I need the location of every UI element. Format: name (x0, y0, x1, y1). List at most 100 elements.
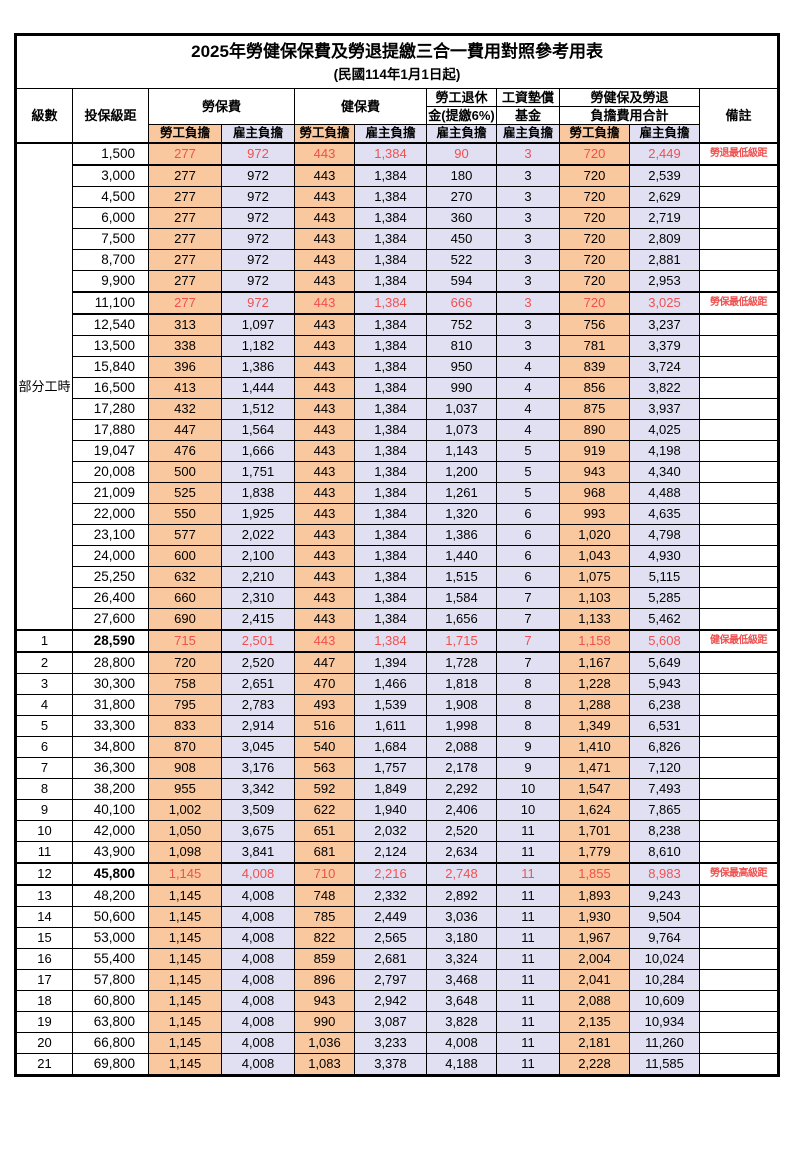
cell-health-employer: 1,466 (354, 673, 427, 695)
cell-level: 21 (15, 1053, 73, 1076)
cell-total-employee: 1,471 (559, 757, 630, 779)
cell-total-employer: 8,610 (629, 841, 700, 864)
cell-labor-employer: 1,925 (221, 503, 295, 525)
cell-labor-employer: 4,008 (221, 1053, 295, 1076)
cell-health-employee: 563 (294, 757, 355, 779)
cell-labor-employee: 1,145 (148, 862, 222, 886)
cell-labor-employer: 1,666 (221, 440, 295, 462)
cell-health-employee: 443 (294, 335, 355, 357)
cell-total-employer: 2,953 (629, 270, 700, 293)
col-header-pension-line2: 金(提繳6%) (426, 106, 497, 125)
cell-wage-fund-employer: 4 (496, 377, 560, 399)
subheader-health-employee: 勞工負擔 (294, 124, 355, 144)
cell-level: 12 (15, 862, 73, 886)
cell-total-employee: 2,004 (559, 948, 630, 970)
cell-labor-employee: 870 (148, 736, 222, 758)
table-row: 25,250 632 2,210 443 1,384 1,515 6 1,075 5,115 (16, 566, 780, 588)
table-row: 2 28,800 720 2,520 447 1,394 1,728 7 1,167 5,649 (15, 651, 780, 674)
cell-health-employer: 2,681 (354, 948, 427, 970)
cell-labor-employer: 4,008 (221, 927, 295, 949)
table-row: 26,400 660 2,310 443 1,384 1,584 7 1,103 5,285 (16, 587, 780, 609)
cell-total-employee: 839 (559, 356, 630, 378)
cell-health-employee: 710 (294, 862, 355, 886)
cell-health-employee: 443 (294, 419, 355, 441)
cell-wage-fund-employer: 8 (496, 673, 560, 695)
cell-labor-employee: 758 (148, 673, 222, 695)
cell-pension-employer: 360 (426, 207, 497, 229)
cell-total-employer: 5,649 (629, 651, 700, 674)
cell-remark (698, 419, 780, 441)
cell-insured-bracket: 17,880 (72, 419, 149, 441)
table-row: 19 63,800 1,145 4,008 990 3,087 3,828 11 2,135 10… (15, 1011, 780, 1033)
table-row: 7 36,300 908 3,176 563 1,757 2,178 9 1,471 7,120 (15, 757, 780, 779)
cell-total-employer: 3,025 (629, 291, 700, 315)
cell-total-employer: 2,719 (629, 207, 700, 229)
cell-total-employee: 943 (559, 461, 630, 483)
cell-pension-employer: 3,468 (426, 969, 497, 991)
cell-labor-employee: 1,145 (148, 990, 222, 1012)
cell-remark (698, 461, 780, 483)
cell-pension-employer: 1,998 (426, 715, 497, 737)
cell-health-employer: 1,684 (354, 736, 427, 758)
cell-labor-employee: 277 (148, 270, 222, 293)
cell-level: 5 (15, 715, 73, 737)
cell-insured-bracket: 16,500 (72, 377, 149, 399)
cell-health-employer: 2,797 (354, 969, 427, 991)
cell-health-employer: 1,384 (354, 164, 427, 187)
cell-health-employer: 2,032 (354, 820, 427, 842)
cell-level: 7 (15, 757, 73, 779)
table-row: 6,000 277 972 443 1,384 360 3 720 2,719 (16, 207, 780, 229)
cell-labor-employee: 1,145 (148, 1011, 222, 1033)
table-row: 23,100 577 2,022 443 1,384 1,386 6 1,020 4,798 (16, 524, 780, 546)
cell-total-employee: 1,103 (559, 587, 630, 609)
cell-total-employer: 10,609 (629, 990, 700, 1012)
subheader-total-employer: 雇主負擔 (629, 124, 700, 144)
cell-health-employee: 622 (294, 799, 355, 821)
cell-level: 14 (15, 906, 73, 928)
cell-labor-employee: 955 (148, 778, 222, 800)
cell-labor-employer: 1,444 (221, 377, 295, 399)
cell-labor-employer: 1,386 (221, 356, 295, 378)
col-header-wage-fund-line2: 基金 (496, 106, 560, 125)
cell-pension-employer: 3,324 (426, 948, 497, 970)
cell-labor-employee: 1,098 (148, 841, 222, 864)
cell-insured-bracket: 6,000 (72, 207, 149, 229)
cell-total-employer: 5,285 (629, 587, 700, 609)
col-header-pension-line1: 勞工退休 (426, 88, 497, 107)
fee-table-body: 部分工時 1,500 277 972 443 1,384 90 3 720 2,449 勞退最低級距… (15, 142, 780, 1076)
cell-total-employee: 1,547 (559, 778, 630, 800)
cell-labor-employer: 2,501 (221, 629, 295, 653)
cell-total-employee: 720 (559, 249, 630, 271)
cell-wage-fund-employer: 7 (496, 629, 560, 653)
cell-remark (698, 313, 780, 336)
cell-health-employee: 443 (294, 503, 355, 525)
cell-total-employer: 2,881 (629, 249, 700, 271)
cell-health-employee: 443 (294, 461, 355, 483)
cell-labor-employer: 972 (221, 249, 295, 271)
cell-health-employer: 1,384 (354, 142, 427, 166)
cell-insured-bracket: 28,590 (72, 629, 149, 653)
cell-pension-employer: 90 (426, 142, 497, 166)
cell-wage-fund-employer: 11 (496, 990, 560, 1012)
cell-insured-bracket: 21,009 (72, 482, 149, 504)
cell-total-employer: 9,504 (629, 906, 700, 928)
cell-remark (698, 566, 780, 588)
cell-labor-employer: 2,022 (221, 524, 295, 546)
cell-total-employer: 11,260 (629, 1032, 700, 1054)
cell-health-employer: 1,757 (354, 757, 427, 779)
cell-pension-employer: 990 (426, 377, 497, 399)
cell-labor-employee: 277 (148, 186, 222, 208)
cell-level: 1 (15, 629, 73, 653)
cell-health-employer: 1,384 (354, 313, 427, 336)
cell-remark (698, 249, 780, 271)
cell-wage-fund-employer: 5 (496, 482, 560, 504)
cell-pension-employer: 3,648 (426, 990, 497, 1012)
cell-level: 18 (15, 990, 73, 1012)
cell-pension-employer: 1,818 (426, 673, 497, 695)
cell-labor-employee: 277 (148, 249, 222, 271)
cell-labor-employer: 2,210 (221, 566, 295, 588)
cell-wage-fund-employer: 11 (496, 862, 560, 886)
cell-total-employer: 4,930 (629, 545, 700, 567)
cell-insured-bracket: 19,047 (72, 440, 149, 462)
cell-health-employee: 592 (294, 778, 355, 800)
